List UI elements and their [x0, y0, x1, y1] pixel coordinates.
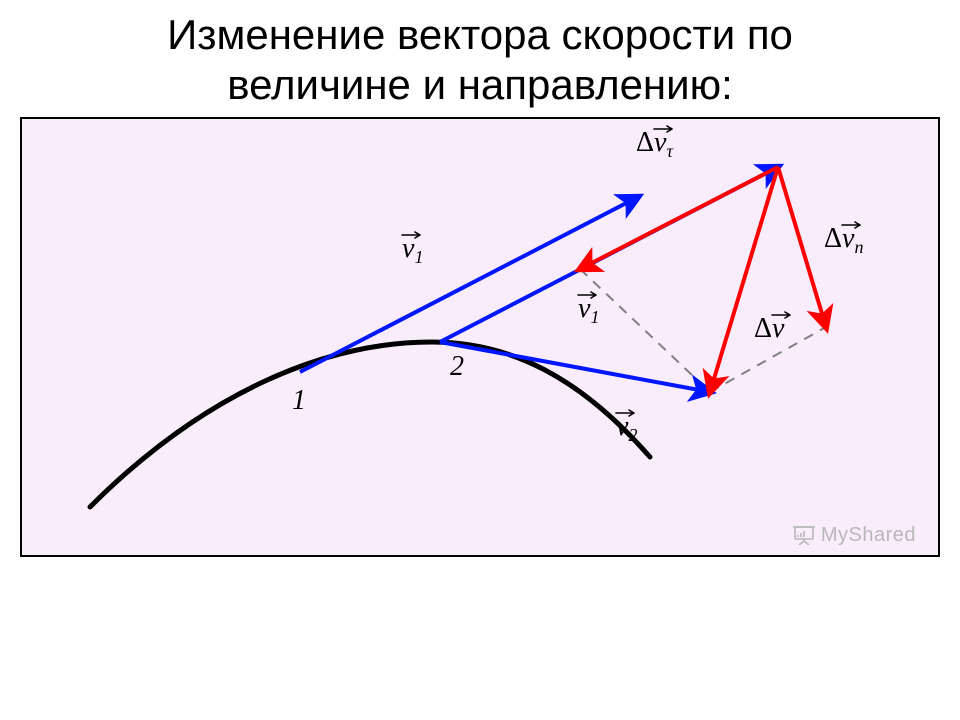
label-dv-n: Δvn — [824, 222, 863, 257]
label-dv-tau: Δvτ — [636, 126, 673, 161]
point-1-label: 1 — [292, 385, 306, 416]
watermark: MyShared — [793, 524, 916, 547]
diagram-container: 1 2 v1 v1 v2 Δvτ Δvn Δv MyShared — [18, 117, 942, 557]
point-2-label: 2 — [450, 351, 464, 382]
diagram-background — [21, 118, 939, 556]
page-title: Изменение вектора скорости по величине и… — [0, 0, 960, 111]
presentation-icon — [793, 525, 815, 545]
watermark-text: MyShared — [821, 524, 916, 547]
vector-diagram: 1 2 v1 v1 v2 Δvτ Δvn Δv — [18, 117, 942, 557]
title-line-1: Изменение вектора скорости по — [167, 11, 793, 58]
svg-text:Δv: Δv — [754, 313, 785, 344]
title-line-2: величине и направлению: — [227, 61, 733, 108]
